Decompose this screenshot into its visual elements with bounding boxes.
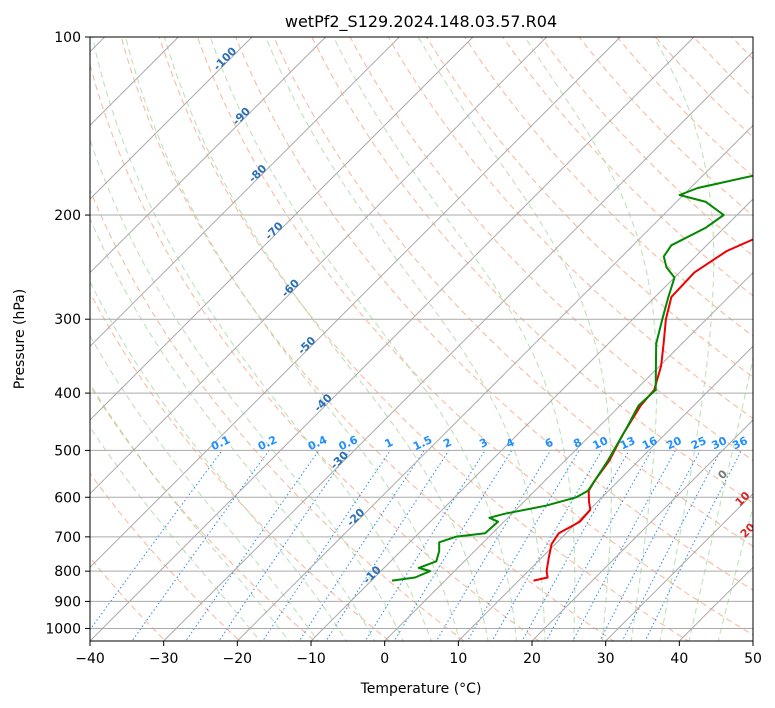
x-axis-ticks: −40 −30 −20 −10 0 10 20 30 40 50 [75, 641, 762, 667]
isotherm-gridline [163, 50, 753, 641]
x-tick-label: −10 [296, 651, 326, 667]
dry-adiabat-line [387, 37, 753, 420]
isotherm-gridline [90, 37, 695, 641]
y-tick-label: 500 [54, 443, 81, 459]
moist-adiabat-line [265, 37, 546, 641]
moist-adiabat-label: 30 [750, 545, 770, 565]
dry-adiabat-line [90, 188, 466, 641]
mixing-ratio-label: 30 [710, 434, 730, 452]
isotherm-gridlines [90, 37, 753, 641]
sounding-series [391, 174, 753, 582]
moist-adiabat-line [717, 505, 753, 641]
isotherm-gridline [384, 271, 753, 641]
y-tick-label: 600 [54, 490, 81, 506]
isotherm-gridline [90, 37, 327, 274]
x-tick-label: 40 [670, 651, 688, 667]
y-tick-label: 200 [54, 208, 81, 224]
isotherm-gridline [90, 37, 253, 200]
moist-adiabat-line [91, 37, 432, 641]
y-tick-label: 400 [54, 386, 81, 402]
dry-adiabat-line [196, 37, 753, 636]
y-tick-label: 1000 [45, 621, 81, 637]
x-tick-label: 0 [380, 651, 389, 667]
isotherm-gridline [90, 37, 548, 495]
dewpoint-profile-line [391, 174, 753, 582]
isotherm-gridline [605, 492, 753, 641]
moist-adiabat-line [90, 334, 319, 641]
dry-adiabat-line [90, 472, 241, 641]
x-tick-label: −40 [75, 651, 105, 667]
mixing-ratio-label: 36 [730, 434, 750, 452]
dry-adiabat-line [349, 37, 753, 462]
x-axis-label: Temperature (°C) [360, 681, 482, 697]
y-tick-label: 900 [54, 594, 81, 610]
x-tick-label: 20 [523, 651, 541, 667]
plot-frame [89, 36, 754, 642]
isotherm-gridline [90, 37, 621, 569]
x-tick-label: −20 [223, 651, 253, 667]
moist-adiabat-line [653, 37, 715, 641]
y-axis-label: Pressure (hPa) [12, 289, 28, 389]
x-tick-label: 10 [449, 651, 467, 667]
temperature-profile-line [533, 238, 753, 582]
isotherm-gridline [310, 198, 753, 641]
dry-adiabat-line [311, 37, 753, 504]
plot-area: -100-90-80-70-60-50-40-30-20-100.1 0.2 0.4… [90, 37, 770, 641]
dry-adiabat-line [235, 37, 753, 591]
x-tick-label: −30 [149, 651, 179, 667]
y-axis-ticks: 100 200 300 400 500 600 700 800 900 1000 [45, 30, 90, 637]
chart-title: wetPf2_S129.2024.148.03.57.R04 [285, 12, 557, 32]
isotherm-gridline [531, 419, 753, 641]
mixing-ratio-label: 10 [591, 434, 611, 452]
y-tick-label: 100 [54, 30, 81, 46]
dry-adiabat-line [90, 62, 540, 641]
mixing-ratio-label: 20 [664, 434, 684, 452]
moist-adiabat-line [417, 37, 612, 641]
mixing-ratio-label: 25 [689, 434, 708, 452]
dry-adiabat-line [425, 37, 753, 378]
isotherm-gridline [236, 124, 753, 641]
y-tick-label: 300 [54, 312, 81, 328]
moist-adiabat-line [209, 37, 518, 641]
isotherm-gridline [90, 37, 474, 421]
moist-adiabat-line [688, 355, 753, 641]
y-tick-label: 800 [54, 564, 81, 580]
y-tick-label: 700 [54, 530, 81, 546]
dry-adiabat-line [158, 37, 690, 641]
mixing-ratio-label: 13 [618, 434, 637, 452]
mixing-ratio-label: 16 [640, 434, 660, 452]
pressure-gridlines [90, 37, 753, 629]
dry-adiabat-line [273, 37, 753, 547]
x-tick-label: 50 [744, 651, 762, 667]
isotherm-gridline [90, 37, 400, 348]
isotherm-gridline [457, 345, 753, 641]
x-tick-label: 30 [597, 651, 615, 667]
